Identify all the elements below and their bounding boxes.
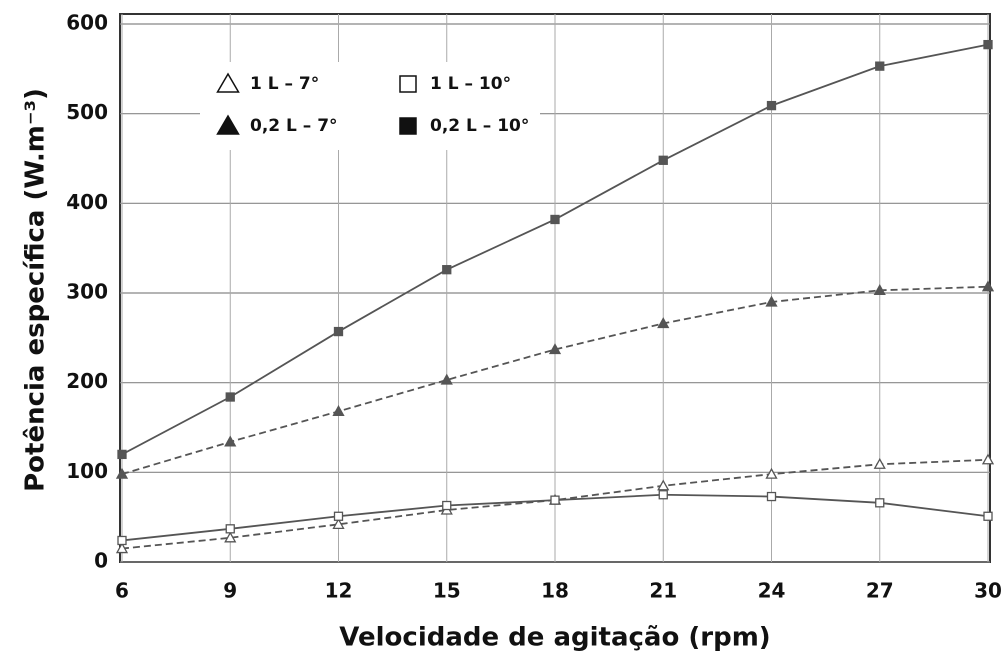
data-point [332,518,345,529]
data-point [657,479,670,491]
data-point [548,343,562,355]
data-point [333,511,344,521]
legend-label: 1 L – 7° [250,74,319,94]
y-tick-label: 100 [66,459,108,483]
data-point [332,405,345,417]
data-point [981,453,995,465]
y-tick-label: 300 [66,280,108,304]
legend-marker [399,117,417,135]
data-point [766,100,777,111]
x-tick-label: 24 [758,579,786,603]
y-tick-label: 400 [66,190,108,214]
data-point [658,155,668,165]
data-point [115,542,129,554]
legend-marker [399,75,417,93]
data-point [440,373,453,385]
data-point [442,265,452,275]
y-tick-label: 500 [66,100,108,124]
data-point [224,531,237,543]
data-point [442,500,452,511]
data-point [225,392,235,402]
data-point [115,467,129,479]
data-point [765,295,778,307]
data-point [117,535,127,546]
data-point [550,214,560,225]
data-point [766,491,777,502]
data-point [658,490,668,500]
y-tick-label: 0 [94,549,108,573]
data-point [333,326,344,337]
data-point [765,467,778,479]
legend-box [200,62,540,150]
y-tick-label: 600 [66,11,108,35]
x-tick-label: 6 [115,579,129,603]
data-point [875,61,885,71]
data-point [873,457,886,469]
x-tick-label: 18 [541,579,569,603]
legend-marker [216,72,240,93]
y-tick-label: 200 [66,369,108,393]
data-point [225,524,235,534]
data-point [981,280,995,292]
legend-label: 0,2 L – 10° [430,116,529,136]
data-point [983,39,993,50]
x-tick-label: 15 [433,579,461,603]
legend-marker [216,114,240,135]
data-point [550,495,560,505]
data-point [873,283,886,295]
x-tick-label: 30 [974,579,1002,603]
legend-label: 0,2 L – 7° [250,116,338,136]
x-tick-label: 9 [223,579,237,603]
data-point [983,511,993,521]
data-point [875,498,885,508]
x-tick-label: 12 [325,579,353,603]
y-axis-label: Potência específica (W.m⁻³) [21,88,51,492]
x-axis-label: Velocidade de agitação (rpm) [339,623,770,653]
x-tick-label: 21 [649,579,677,603]
data-point [657,317,670,329]
data-point [117,449,127,460]
x-tick-label: 27 [866,579,894,603]
data-point [224,435,237,447]
legend-label: 1 L – 10° [430,74,511,94]
